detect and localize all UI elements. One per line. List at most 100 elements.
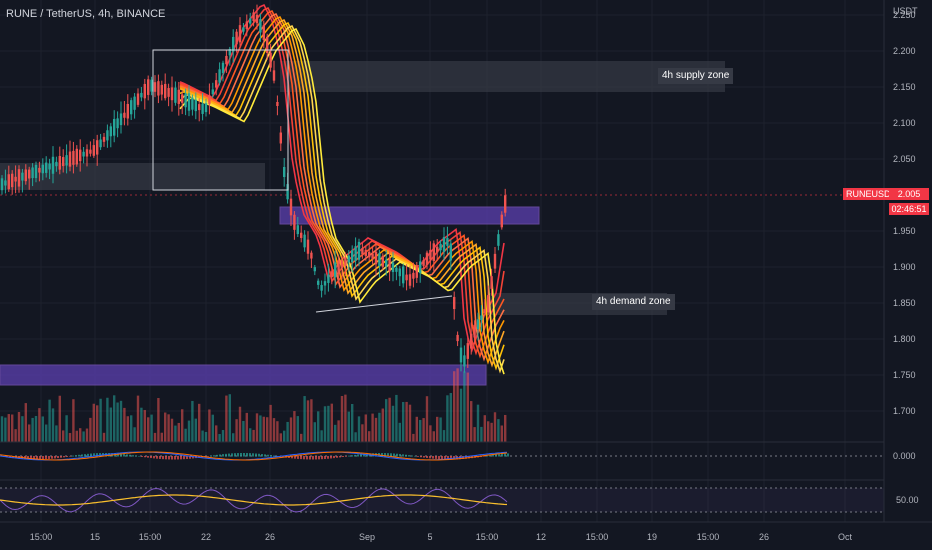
candle <box>130 100 133 115</box>
macd-histogram-bar <box>450 456 452 460</box>
macd-histogram-bar <box>261 454 263 457</box>
macd-histogram-bar <box>255 453 257 457</box>
demand-zone-label[interactable]: 4h demand zone <box>592 294 675 310</box>
macd-histogram-bar <box>183 456 185 460</box>
candle <box>470 333 473 349</box>
macd-histogram-bar <box>420 456 422 458</box>
volume-bar <box>259 415 262 442</box>
candle <box>113 118 116 136</box>
candle <box>354 246 357 261</box>
macd-histogram-bar <box>72 455 74 457</box>
candle <box>170 87 174 101</box>
candle <box>167 88 170 97</box>
macd-histogram-bar <box>402 454 404 457</box>
volume-bar <box>221 430 225 442</box>
ma-ribbon-line <box>179 24 505 374</box>
volume-bar <box>153 432 157 442</box>
macd-histogram-bar <box>177 456 179 460</box>
macd-histogram-bar <box>495 454 497 457</box>
volume-bar <box>211 414 214 442</box>
volume-bar <box>327 405 330 442</box>
volume-bar <box>493 412 497 442</box>
supply-zone-label[interactable]: 4h supply zone <box>658 68 734 84</box>
candle <box>99 139 102 148</box>
macd-histogram-bar <box>390 453 392 457</box>
macd-histogram-bar <box>123 454 125 457</box>
macd-histogram-bar <box>225 453 227 457</box>
candle <box>96 140 99 155</box>
volume-bar <box>17 411 21 442</box>
volume-bar <box>320 430 323 442</box>
macd-histogram-bar <box>27 456 29 460</box>
candle <box>408 274 412 286</box>
macd-histogram-bar <box>174 456 176 460</box>
consolidation-box <box>152 49 289 191</box>
volume-bar <box>344 394 347 442</box>
volume-bar <box>296 416 299 442</box>
macd-histogram-bar <box>186 456 188 459</box>
macd-histogram-bar <box>309 456 311 460</box>
candle <box>215 80 218 88</box>
macd-histogram-bar <box>426 456 428 458</box>
candle <box>41 164 44 174</box>
candle <box>449 243 452 261</box>
macd-histogram-bar <box>294 456 296 459</box>
macd-histogram-bar <box>396 453 398 457</box>
candle <box>126 103 129 119</box>
candle <box>82 151 85 157</box>
volume-bars <box>0 368 507 442</box>
macd-histogram-bar <box>501 453 503 457</box>
macd-histogram-bar <box>432 456 434 459</box>
macd-histogram-bar <box>315 456 317 460</box>
macd-histogram-bar <box>342 456 344 457</box>
candle <box>334 262 337 278</box>
macd-histogram-bar <box>228 453 230 457</box>
volume-bar <box>289 417 293 442</box>
macd-histogram-bar <box>135 455 137 457</box>
ma-ribbon-line <box>179 27 505 375</box>
macd-histogram-bar <box>171 456 173 460</box>
macd-histogram-bar <box>42 456 44 460</box>
candle <box>378 253 381 267</box>
volume-bar <box>334 424 337 442</box>
macd-histogram-bar <box>237 453 239 457</box>
candle <box>320 285 323 291</box>
candle <box>374 251 378 265</box>
volume-bar <box>79 428 82 442</box>
candle <box>436 246 439 253</box>
resistance-zone <box>0 163 265 190</box>
candle <box>187 93 191 111</box>
macd-histogram-bar <box>150 456 152 459</box>
signal-line <box>0 451 508 461</box>
candle <box>225 55 228 65</box>
macd-histogram-bar <box>192 456 194 459</box>
volume-bar <box>58 395 61 442</box>
candle <box>116 118 119 129</box>
candle <box>303 234 306 248</box>
macd-histogram-bar <box>39 456 41 460</box>
supply-zone <box>280 61 725 92</box>
macd-histogram-bar <box>324 456 326 459</box>
volume-bar <box>354 432 357 442</box>
macd-histogram-bar <box>297 456 299 459</box>
volume-bar <box>490 422 493 442</box>
price-tick-label: 1.750 <box>893 370 916 380</box>
volume-bar <box>164 412 167 442</box>
volume-bar <box>119 400 123 442</box>
volume-bar <box>408 404 412 442</box>
candle <box>119 113 123 126</box>
macd-histogram-bar <box>270 455 272 457</box>
macd-histogram-bar <box>354 454 356 457</box>
candle <box>419 261 422 274</box>
macd-histogram-bar <box>348 455 350 457</box>
candle <box>252 12 255 22</box>
volume-bar <box>283 430 286 442</box>
candle <box>456 334 459 342</box>
macd-histogram-bar <box>33 456 35 460</box>
price-axis: 2.250 2.200 2.150 2.100 2.050 1.950 1.900 1.850… <box>883 0 919 522</box>
time-tick-label: 15:00 <box>586 532 609 542</box>
macd-histogram-bar <box>411 455 413 457</box>
volume-bar <box>436 416 439 442</box>
volume-bar <box>21 416 24 442</box>
